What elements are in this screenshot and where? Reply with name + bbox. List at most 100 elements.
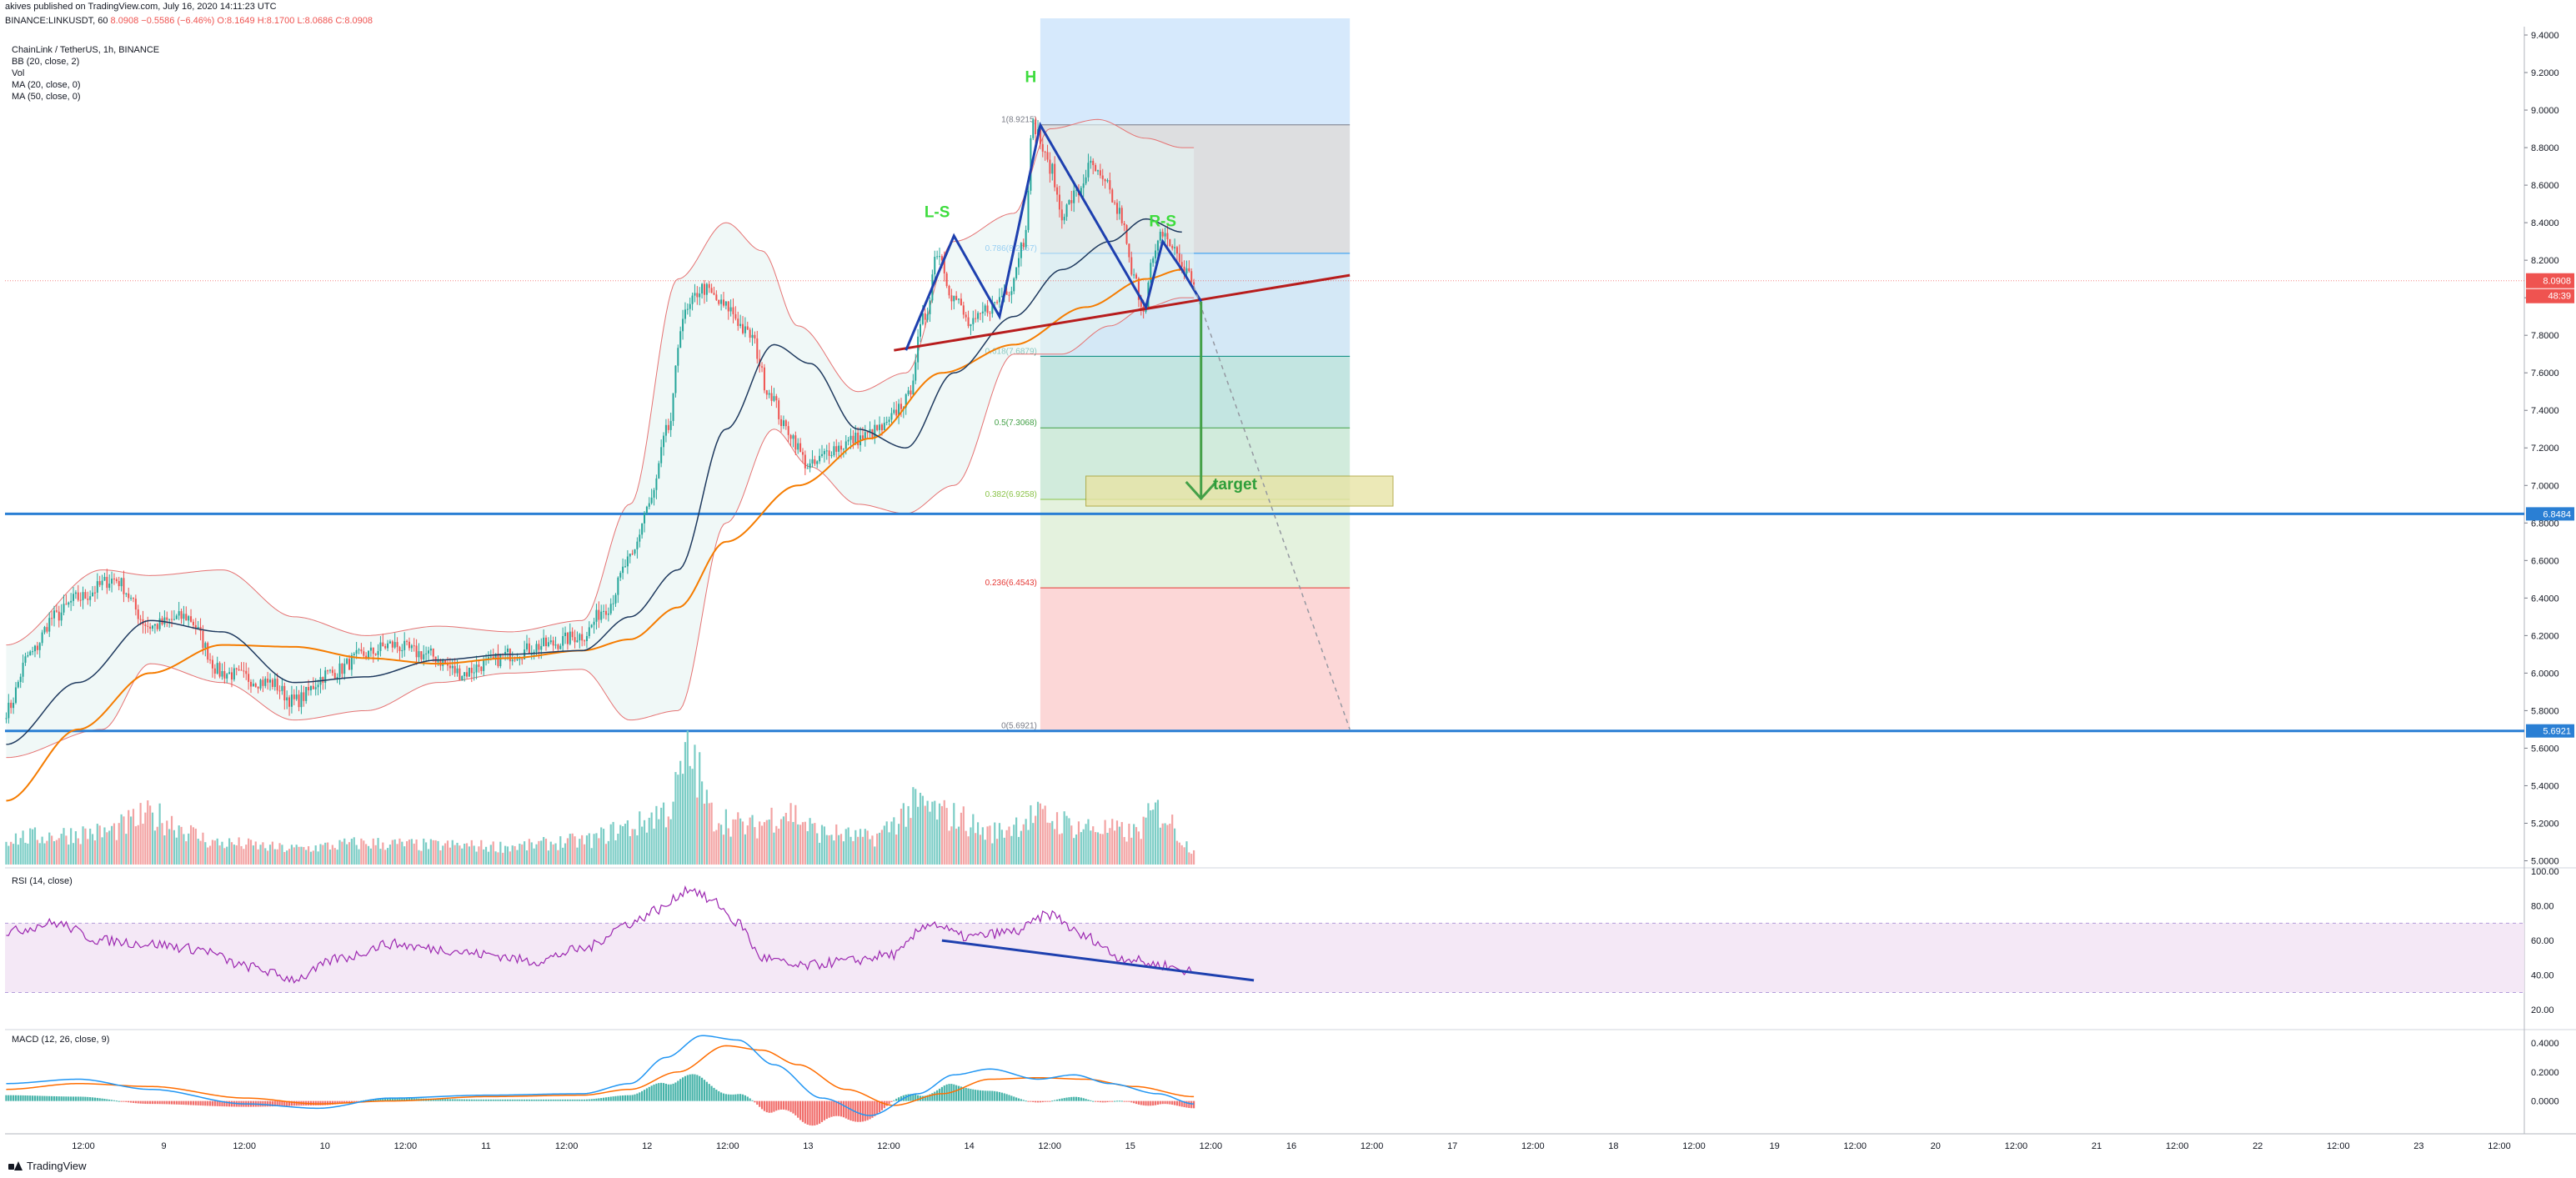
candle — [622, 566, 624, 574]
neckline[interactable] — [894, 273, 1351, 352]
volume-bar — [1120, 822, 1123, 865]
candle — [499, 654, 502, 667]
volume-bar — [120, 814, 123, 865]
candle — [46, 627, 48, 632]
macd-histogram-bar — [994, 1090, 996, 1101]
volume-bar — [497, 852, 499, 865]
volume-bar — [322, 845, 324, 865]
volume-bar — [847, 827, 849, 865]
volume-bar — [931, 801, 934, 865]
macd-histogram-bar — [756, 1100, 759, 1105]
volume-bar — [230, 842, 233, 865]
volume-bar — [878, 832, 881, 865]
candle — [694, 293, 696, 296]
volume-bar — [305, 850, 308, 865]
ma50-legend[interactable]: MA (50, close, 0) — [12, 92, 81, 102]
volume-bar — [14, 833, 18, 865]
time-label: 12:00 — [2327, 1141, 2350, 1151]
macd-histogram-bar — [696, 1075, 699, 1101]
candle — [156, 624, 158, 629]
rsi-divergence-line[interactable] — [941, 939, 1255, 982]
candle — [525, 643, 528, 650]
candle — [494, 653, 497, 659]
macd-histogram-bar — [811, 1100, 814, 1126]
macd-tick-label: 0.0000 — [2531, 1097, 2559, 1107]
macd-histogram-bar — [68, 1096, 70, 1101]
macd-histogram-bar — [674, 1082, 677, 1101]
volume-bar — [965, 830, 967, 865]
volume-bar — [1008, 826, 1010, 865]
candle — [233, 668, 235, 680]
volume-bar — [700, 781, 704, 865]
candle — [614, 594, 617, 604]
macd-histogram-bar — [408, 1098, 411, 1101]
macd-histogram-bar — [1055, 1099, 1059, 1101]
macd-histogram-bar — [734, 1094, 737, 1101]
macd-histogram-bar — [552, 1099, 554, 1101]
bb-legend[interactable]: BB (20, close, 2) — [12, 57, 80, 67]
macd-histogram-bar — [524, 1099, 526, 1101]
volume-bar — [751, 815, 754, 865]
last-price-tag-label: 8.0908 — [2543, 277, 2571, 287]
series-title[interactable]: ChainLink / TetherUS, 1h, BINANCE — [12, 45, 160, 55]
volume-bar — [1030, 805, 1032, 865]
candle — [273, 679, 276, 687]
volume-bar — [562, 847, 564, 865]
candle — [1135, 274, 1138, 279]
macd-histogram-bar — [1166, 1100, 1169, 1105]
candle — [358, 649, 360, 651]
volume-bar — [1080, 832, 1082, 865]
volume-bar — [768, 820, 770, 865]
volume-bar — [1046, 822, 1049, 865]
rsi-legend[interactable]: RSI (14, close) — [12, 876, 73, 886]
macd-histogram-bar — [857, 1100, 860, 1122]
macd-histogram-bar — [470, 1099, 473, 1101]
head-and-shoulders-path[interactable] — [905, 121, 1203, 351]
volume-bar — [423, 838, 425, 865]
rsi-tick-label: 20.00 — [2531, 1005, 2554, 1015]
candle — [408, 641, 410, 649]
volume-bar — [130, 816, 133, 865]
macd-histogram-bar — [328, 1100, 332, 1105]
low-value: L:8.0686 — [297, 16, 333, 26]
candle — [547, 642, 549, 647]
macd-histogram-bar — [158, 1100, 161, 1105]
volume-bar — [504, 845, 507, 865]
candle — [722, 299, 724, 306]
volume-bar — [1175, 840, 1179, 865]
macd-histogram-bar — [1111, 1100, 1114, 1102]
time-label: 12:00 — [1521, 1141, 1545, 1151]
volume-bar — [943, 800, 945, 865]
macd-histogram-bar — [713, 1087, 715, 1101]
volume-bar — [907, 805, 910, 865]
candle — [151, 625, 154, 629]
macd-histogram-bar — [202, 1100, 204, 1106]
footer-brand[interactable]: TradingView — [8, 1160, 87, 1172]
volume-bar — [789, 803, 792, 865]
candle — [955, 295, 958, 300]
volume-bar — [1142, 816, 1145, 865]
macd-histogram-bar — [658, 1083, 660, 1101]
macd-histogram-bar — [1101, 1100, 1104, 1103]
macd-histogram-bar — [759, 1100, 761, 1107]
vol-legend[interactable]: Vol — [12, 68, 25, 78]
macd-histogram-bar — [869, 1100, 871, 1120]
macd-histogram-bar — [619, 1095, 622, 1101]
macd-histogram-bar — [554, 1099, 557, 1101]
macd-histogram-bar — [492, 1099, 494, 1101]
projection-dashed-line — [1193, 286, 1351, 730]
symbol-label: BINANCE:LINKUSDT, 60 — [5, 16, 108, 26]
ma20-legend[interactable]: MA (20, close, 0) — [12, 80, 81, 90]
volume-bar — [360, 838, 363, 865]
macd-histogram-bar — [391, 1098, 393, 1101]
macd-histogram-bar — [1087, 1100, 1090, 1101]
candle — [473, 672, 475, 674]
candle — [880, 424, 883, 431]
volume-bar — [1070, 825, 1073, 865]
volume-bar — [940, 805, 943, 865]
macd-legend[interactable]: MACD (12, 26, close, 9) — [12, 1035, 110, 1045]
macd-histogram-bar — [194, 1100, 197, 1105]
volume-bar — [724, 809, 727, 865]
candle — [1060, 209, 1063, 221]
